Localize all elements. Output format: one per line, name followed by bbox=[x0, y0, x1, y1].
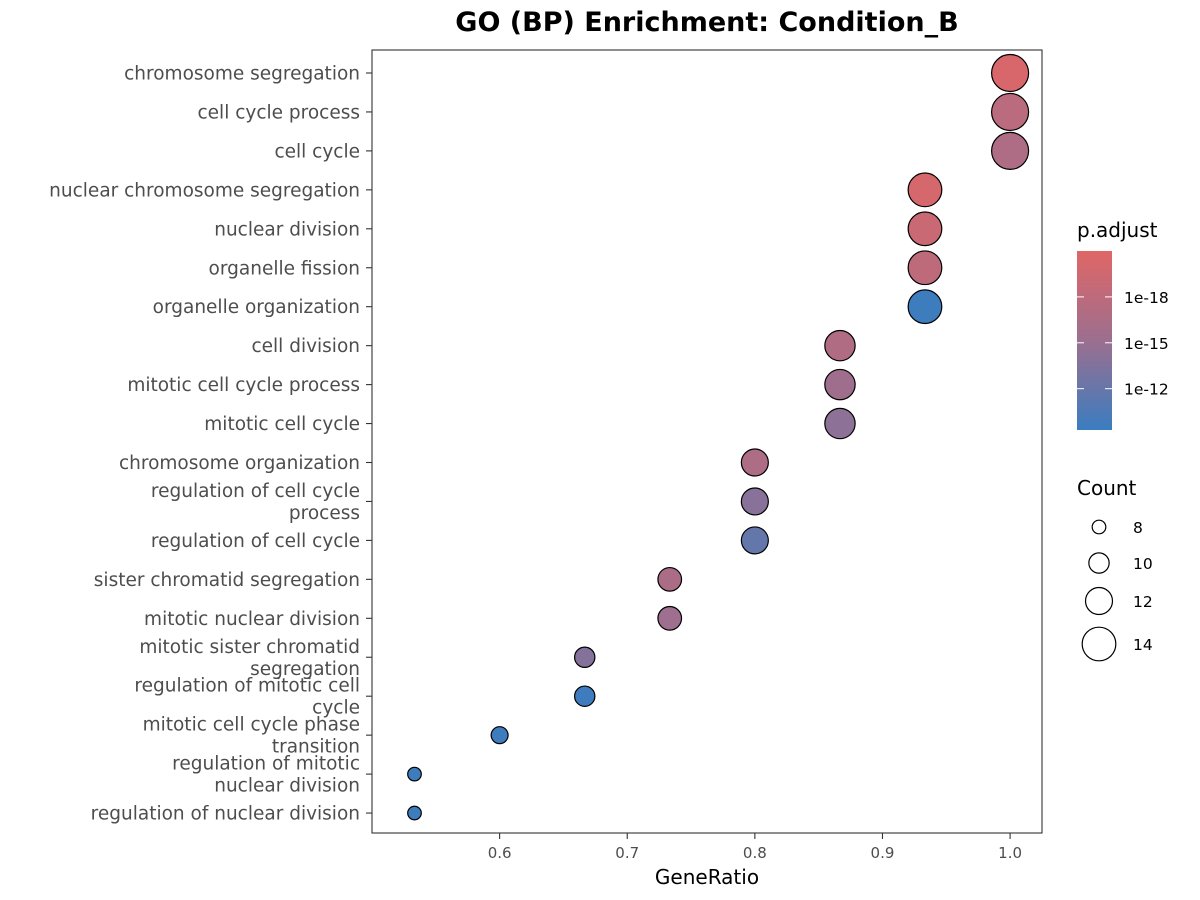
y-tick-label: chromosome organization bbox=[119, 453, 360, 474]
color-legend-bar bbox=[1077, 251, 1112, 430]
y-axis: chromosome segregation cell cycle process… bbox=[49, 64, 372, 825]
y-tick-label: segregation bbox=[250, 659, 360, 680]
y-tick-label: sister chromatid segregation bbox=[94, 570, 360, 591]
data-point bbox=[824, 329, 856, 362]
y-tick-label: regulation of nuclear division bbox=[91, 804, 360, 825]
y-tick-label: organelle organization bbox=[153, 297, 360, 318]
size-legend-key bbox=[1091, 519, 1107, 535]
data-point bbox=[824, 407, 856, 440]
size-legend-label: 8 bbox=[1133, 519, 1143, 537]
color-legend-label: 1e-18 bbox=[1124, 289, 1169, 307]
y-tick-label: regulation of cell cycle bbox=[151, 481, 360, 502]
data-point bbox=[907, 250, 943, 286]
data-point bbox=[907, 172, 943, 208]
size-legend-key bbox=[1084, 586, 1114, 616]
data-point bbox=[740, 448, 769, 477]
y-tick-label: mitotic nuclear division bbox=[144, 609, 360, 630]
y-tick-label: regulation of cell cycle bbox=[151, 531, 360, 552]
data-point bbox=[657, 566, 683, 592]
data-point bbox=[991, 53, 1030, 93]
x-tick-label: 0.7 bbox=[615, 844, 639, 862]
y-tick-label: mitotic cell cycle bbox=[204, 414, 360, 435]
data-point bbox=[740, 487, 769, 516]
data-point bbox=[574, 646, 596, 668]
data-point bbox=[740, 526, 769, 555]
y-tick-label: mitotic cell cycle phase bbox=[143, 715, 360, 736]
data-point bbox=[824, 368, 856, 401]
data-point bbox=[907, 289, 943, 325]
data-point bbox=[657, 605, 683, 631]
data-point bbox=[574, 685, 596, 707]
size-legend-key bbox=[1081, 626, 1117, 662]
chart-title: GO (BP) Enrichment: Condition_B bbox=[455, 7, 958, 38]
data-point bbox=[407, 766, 422, 782]
x-axis-title: GeneRatio bbox=[655, 865, 759, 889]
plot-panel bbox=[371, 49, 1043, 834]
y-tick-label: organelle fission bbox=[209, 258, 360, 279]
data-point bbox=[991, 131, 1030, 170]
y-tick-label: chromosome segregation bbox=[124, 64, 360, 85]
x-tick-label: 0.6 bbox=[488, 844, 512, 862]
x-axis: 0.6 0.7 0.8 0.9 1.0 bbox=[488, 833, 1022, 862]
color-legend: p.adjust 1e-18 1e-15 1e-12 bbox=[1077, 218, 1169, 430]
y-tick-label: nuclear division bbox=[214, 219, 360, 240]
y-tick-label: transition bbox=[272, 737, 360, 758]
size-legend-key bbox=[1088, 552, 1110, 574]
data-points bbox=[407, 53, 1030, 821]
y-tick-label: cell division bbox=[251, 336, 360, 357]
color-legend-title: p.adjust bbox=[1077, 218, 1158, 242]
data-point bbox=[907, 211, 943, 247]
y-tick-label: cycle bbox=[312, 698, 360, 719]
y-tick-label: nuclear chromosome segregation bbox=[49, 180, 360, 201]
color-legend-label: 1e-15 bbox=[1124, 335, 1169, 353]
data-point bbox=[407, 805, 422, 821]
y-tick-label: process bbox=[289, 503, 360, 524]
x-tick-label: 0.9 bbox=[871, 844, 895, 862]
y-tick-label: mitotic cell cycle process bbox=[127, 375, 360, 396]
data-point bbox=[490, 726, 509, 745]
size-legend-label: 10 bbox=[1133, 555, 1153, 573]
y-tick-label: cell cycle bbox=[274, 141, 360, 162]
y-tick-label: regulation of mitotic cell bbox=[134, 676, 360, 697]
x-tick-label: 1.0 bbox=[998, 844, 1022, 862]
y-tick-label: mitotic sister chromatid bbox=[139, 637, 360, 658]
y-tick-label: cell cycle process bbox=[198, 102, 361, 123]
x-tick-label: 0.8 bbox=[743, 844, 767, 862]
size-legend-label: 12 bbox=[1133, 593, 1153, 611]
data-point bbox=[991, 92, 1030, 132]
size-legend-title: Count bbox=[1077, 476, 1137, 500]
size-legend-label: 14 bbox=[1133, 636, 1153, 654]
y-tick-label: nuclear division bbox=[214, 776, 360, 797]
y-tick-label: regulation of mitotic bbox=[172, 754, 360, 775]
color-legend-label: 1e-12 bbox=[1124, 381, 1169, 399]
size-legend: Count 8 10 12 14 bbox=[1077, 476, 1153, 662]
